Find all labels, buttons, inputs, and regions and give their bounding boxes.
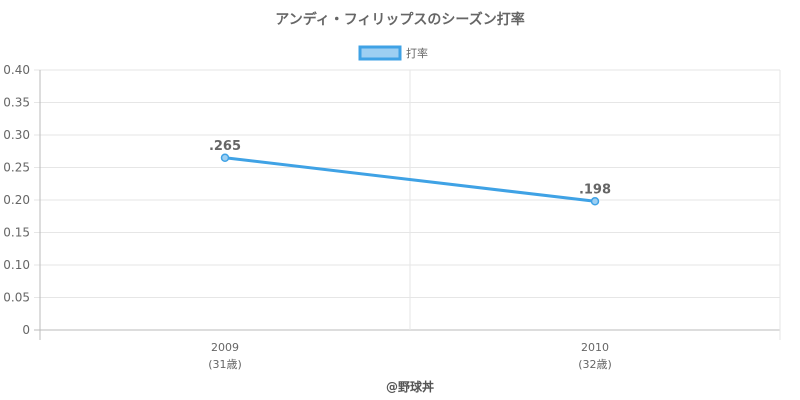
y-tick-label: 0.10: [3, 258, 30, 272]
x-tick-label: 2009: [211, 341, 239, 354]
y-tick-label: 0.05: [3, 291, 30, 305]
x-tick-sublabel: (32歳): [578, 358, 612, 371]
chart-title: アンディ・フィリップスのシーズン打率: [275, 11, 524, 28]
y-tick-label: 0.30: [3, 128, 30, 142]
x-tick-label: 2010: [581, 341, 609, 354]
data-point: [592, 198, 599, 205]
y-tick-label: 0: [22, 323, 30, 337]
grid: [34, 70, 780, 340]
y-tick-label: 0.40: [3, 63, 30, 77]
legend: 打率: [360, 46, 428, 60]
y-tick-label: 0.35: [3, 96, 30, 110]
y-tick-label: 0.15: [3, 226, 30, 240]
data-label: .198: [579, 182, 611, 197]
legend-label: 打率: [406, 46, 428, 60]
data-label: .265: [209, 139, 241, 154]
y-axis: 0 0.05 0.10 0.15 0.20 0.25 0.30 0.35 0.40: [3, 63, 30, 337]
x-axis: 2009 (31歳) 2010 (32歳): [208, 341, 612, 371]
y-tick-label: 0.20: [3, 193, 30, 207]
data-point: [222, 154, 229, 161]
legend-swatch: [360, 47, 400, 59]
credit: @野球丼: [386, 379, 434, 394]
y-tick-label: 0.25: [3, 161, 30, 175]
x-tick-sublabel: (31歳): [208, 358, 242, 371]
